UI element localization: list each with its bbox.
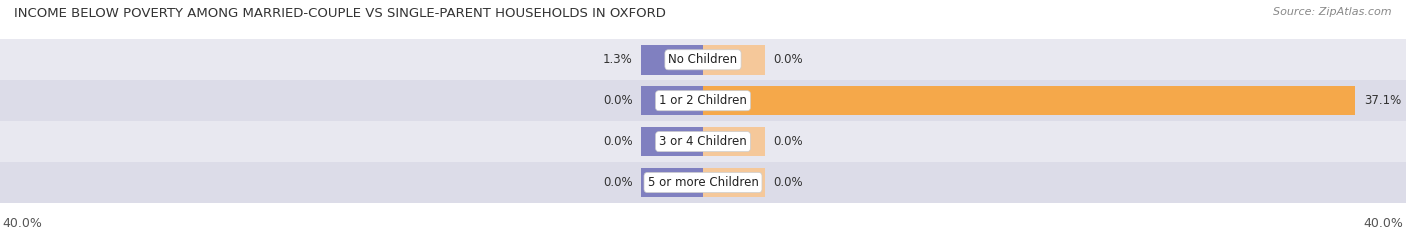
Text: 0.0%: 0.0% — [603, 94, 633, 107]
Text: 0.0%: 0.0% — [773, 135, 803, 148]
Bar — [703, 86, 1355, 115]
Bar — [703, 168, 765, 197]
Bar — [0, 39, 1406, 80]
Bar — [0, 162, 1406, 203]
Text: 3 or 4 Children: 3 or 4 Children — [659, 135, 747, 148]
Bar — [641, 45, 703, 75]
Bar — [641, 168, 703, 197]
Text: INCOME BELOW POVERTY AMONG MARRIED-COUPLE VS SINGLE-PARENT HOUSEHOLDS IN OXFORD: INCOME BELOW POVERTY AMONG MARRIED-COUPL… — [14, 7, 666, 20]
Text: Source: ZipAtlas.com: Source: ZipAtlas.com — [1274, 7, 1392, 17]
Bar — [703, 45, 765, 75]
Bar — [641, 127, 703, 156]
Bar — [641, 86, 703, 115]
Text: 1 or 2 Children: 1 or 2 Children — [659, 94, 747, 107]
Text: 0.0%: 0.0% — [603, 135, 633, 148]
Text: 0.0%: 0.0% — [603, 176, 633, 189]
Bar — [703, 127, 765, 156]
Bar — [0, 121, 1406, 162]
Text: 40.0%: 40.0% — [1364, 217, 1403, 230]
Text: 0.0%: 0.0% — [773, 53, 803, 66]
Bar — [0, 80, 1406, 121]
Text: 0.0%: 0.0% — [773, 176, 803, 189]
Text: 1.3%: 1.3% — [603, 53, 633, 66]
Text: 40.0%: 40.0% — [3, 217, 42, 230]
Text: 37.1%: 37.1% — [1364, 94, 1400, 107]
Text: No Children: No Children — [668, 53, 738, 66]
Text: 5 or more Children: 5 or more Children — [648, 176, 758, 189]
